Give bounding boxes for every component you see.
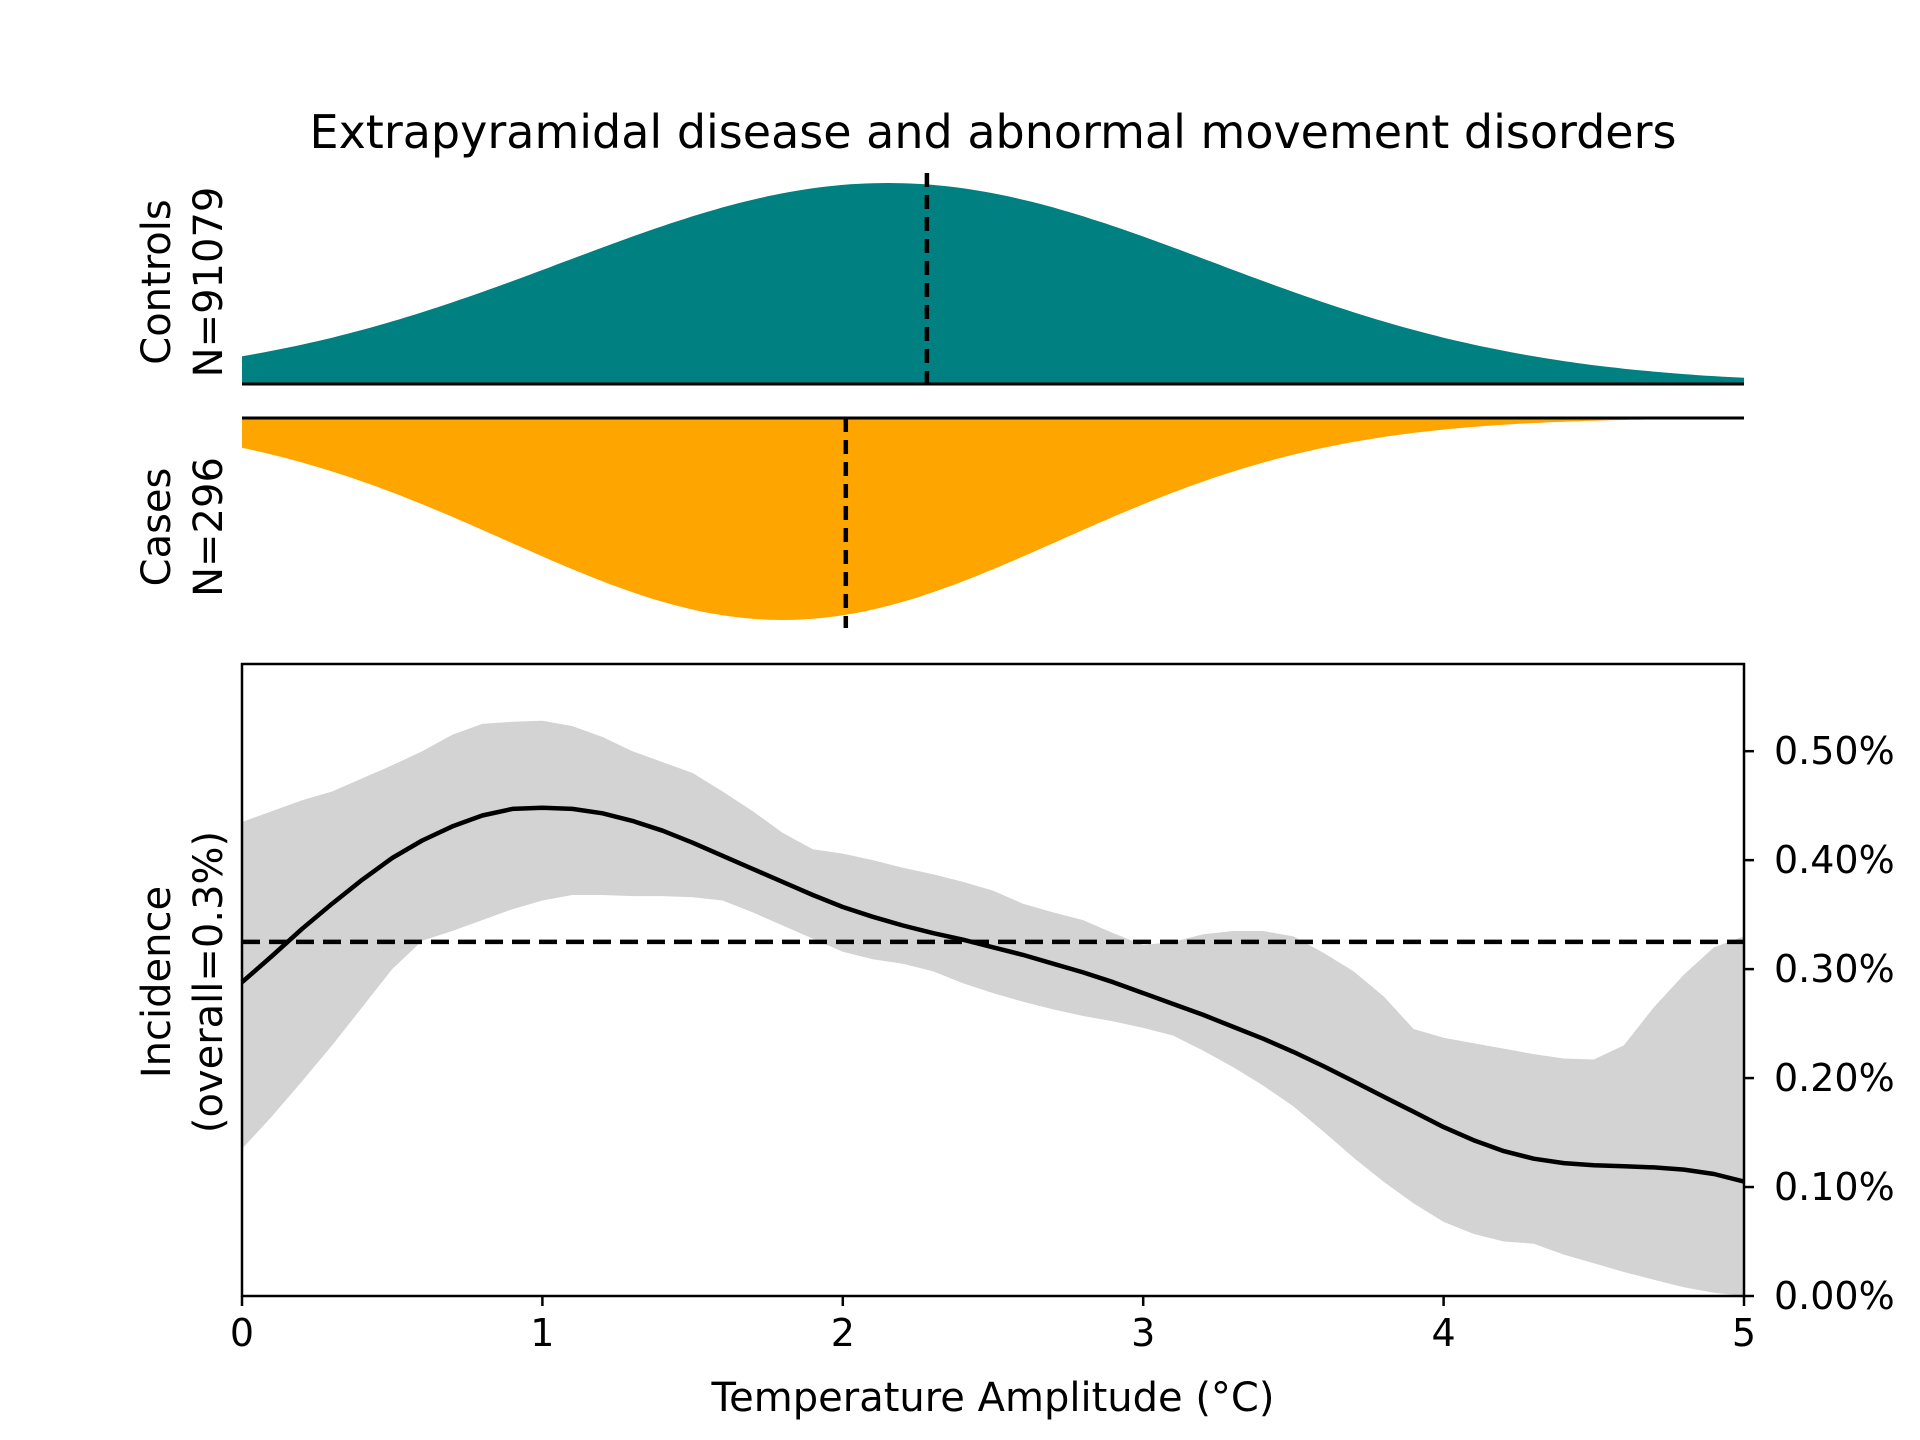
x-tick-label: 2 [831,1311,855,1355]
controls-label: Controls [134,199,180,364]
chart-title: Extrapyramidal disease and abnormal move… [310,105,1677,159]
y-tick-label: 0.20% [1774,1056,1895,1100]
x-tick-label: 3 [1131,1311,1155,1355]
incidence-line [240,805,1745,1184]
x-tick-label: 4 [1432,1311,1456,1355]
y-tick-label: 0.40% [1774,838,1895,882]
controls-panel: Controls N=91079 [134,173,1744,386]
y-tick-label: 0.00% [1774,1274,1895,1318]
x-tick-label: 0 [230,1311,254,1355]
y-axis-label: Incidence [134,886,180,1078]
x-axis-label: Temperature Amplitude (°C) [711,1375,1275,1421]
y-tick-label: 0.30% [1774,947,1895,991]
y-tick-label: 0.50% [1774,729,1895,773]
cases-count-label: N=296 [186,457,232,597]
y-tick-label: 0.10% [1774,1165,1895,1209]
cases-panel: Cases N=296 [134,416,1744,628]
cases-density-area [242,418,1744,620]
y-axis-ticks: 0.00% 0.10% 0.20% 0.30% 0.40% 0.50% [1744,729,1895,1318]
cases-label: Cases [134,468,180,587]
y-axis-sublabel: (overall=0.3%) [186,831,232,1133]
incidence-panel: 0 1 2 3 4 5 0.00% 0.10% 0.20% 0.30% 0.40% 0.50% Te… [134,662,1895,1421]
x-axis-ticks: 0 1 2 3 4 5 [230,1296,1756,1355]
x-tick-label: 5 [1732,1311,1756,1355]
incidence-axes-frame [240,662,1746,1298]
controls-density-area [242,183,1744,384]
controls-count-label: N=91079 [186,187,232,378]
x-tick-label: 1 [530,1311,554,1355]
confidence-band [242,720,1744,1296]
